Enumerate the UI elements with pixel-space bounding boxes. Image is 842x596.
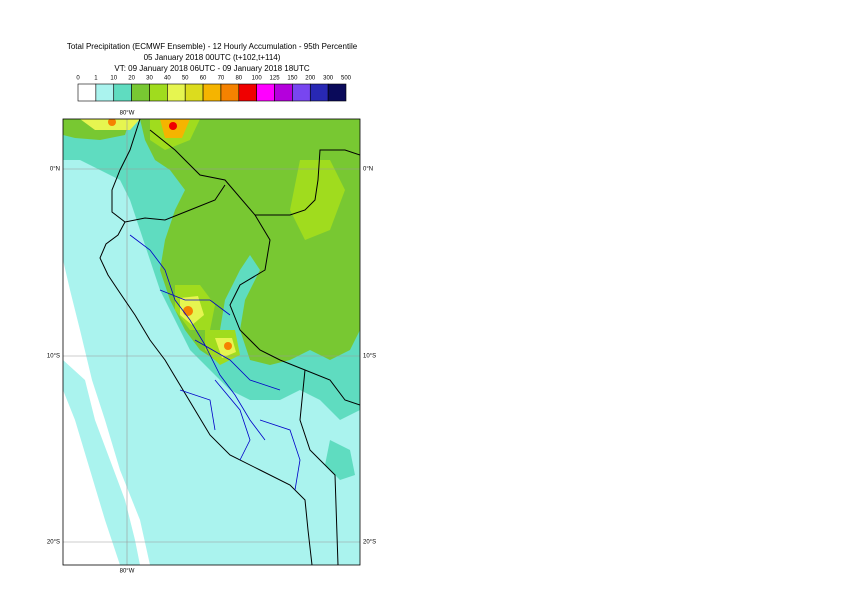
legend-label: 10 xyxy=(110,76,117,82)
legend-label: 40 xyxy=(164,76,171,82)
lat-label: 20°S xyxy=(47,540,60,546)
legend-label: 0 xyxy=(76,76,80,82)
legend-label: 80 xyxy=(235,76,242,82)
legend-swatch xyxy=(167,83,186,102)
legend-swatch xyxy=(184,83,204,102)
precip-1-10 xyxy=(63,360,140,565)
legend-swatch xyxy=(327,83,347,102)
legend-label: 1 xyxy=(94,76,98,82)
lat-label: 0°N xyxy=(363,167,373,173)
title-line: VT: 09 January 2018 06UTC - 09 January 2… xyxy=(114,64,309,73)
legend-swatch xyxy=(309,83,329,102)
legend-swatch xyxy=(202,83,222,102)
legend-swatch xyxy=(274,83,293,102)
precip-70-80 xyxy=(183,306,193,316)
legend-label: 300 xyxy=(323,76,334,82)
legend-swatch xyxy=(292,83,311,102)
legend-label: 60 xyxy=(200,76,207,82)
legend-label: 70 xyxy=(218,76,225,82)
legend-swatch xyxy=(113,83,132,102)
legend-label: 150 xyxy=(287,76,298,82)
title-line: 05 January 2018 00UTC (t+102,t+114) xyxy=(144,53,281,62)
legend-label: 125 xyxy=(270,76,281,82)
lat-label: 10°S xyxy=(363,354,376,360)
legend-swatch xyxy=(131,83,150,102)
lat-label: 0°N xyxy=(50,167,60,173)
legend-swatch xyxy=(149,83,168,102)
lat-label: 10°S xyxy=(47,354,60,360)
legend-swatch xyxy=(238,83,257,102)
legend-swatch xyxy=(77,83,97,102)
legend-swatch xyxy=(220,83,240,102)
precip-70-80 xyxy=(108,119,116,126)
legend-label: 50 xyxy=(182,76,189,82)
region-border xyxy=(129,234,301,491)
legend-label: 20 xyxy=(128,76,135,82)
lat-label: 20°S xyxy=(363,540,376,546)
map xyxy=(63,119,360,565)
precip-70-80 xyxy=(224,342,232,350)
legend-label: 100 xyxy=(252,76,263,82)
map-frame xyxy=(62,118,361,566)
title-line: Total Precipitation (ECMWF Ensemble) - 1… xyxy=(67,42,358,51)
lon-label: 80°W xyxy=(120,569,135,575)
legend-label: 30 xyxy=(146,76,153,82)
legend-swatch xyxy=(95,83,115,102)
country-border xyxy=(124,129,360,565)
precip-80-100 xyxy=(169,122,177,130)
precip-10-20 xyxy=(325,440,355,480)
precip-30-40 xyxy=(290,160,345,240)
legend-swatch xyxy=(256,83,275,102)
legend-label: 500 xyxy=(341,76,352,82)
coastline xyxy=(99,119,313,565)
legend-label: 200 xyxy=(305,76,316,82)
color-legend: 0 1 10 20 30 40 50 60 70 80 100 125 150 200 300 500 xyxy=(76,76,352,102)
lon-label: 80°W xyxy=(120,111,135,117)
